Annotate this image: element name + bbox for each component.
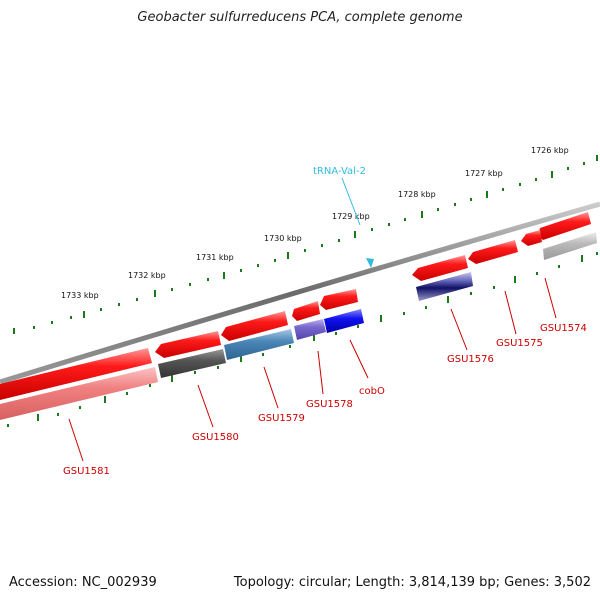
gene-label-gsu1580[interactable]: GSU1580 <box>192 432 239 443</box>
gene-gsu1576-arrow[interactable] <box>412 255 468 281</box>
trna-label: tRNA-Val-2 <box>313 166 366 177</box>
scale-label-1728: 1728 kbp <box>398 190 436 199</box>
inner-scale-ticks <box>7 252 598 427</box>
gene-label-gsu1578[interactable]: GSU1578 <box>306 399 353 410</box>
trna-arrow-icon <box>366 258 374 268</box>
gene-label-gsu1574[interactable]: GSU1574 <box>540 323 587 334</box>
genome-backbone <box>0 201 600 385</box>
scale-label-1730: 1730 kbp <box>264 234 302 243</box>
gene-leader-lines <box>68 277 557 462</box>
gene-gsu1581-bar[interactable] <box>0 367 158 420</box>
gene-label-gsu1581[interactable]: GSU1581 <box>63 466 110 477</box>
gene-label-gsu1576[interactable]: GSU1576 <box>447 354 494 365</box>
gene-gsu1581-upper-arrow[interactable] <box>0 348 152 400</box>
scale-label-1729: 1729 kbp <box>332 212 370 221</box>
gene-label-gsu1575[interactable]: GSU1575 <box>496 338 543 349</box>
scale-label-1732: 1732 kbp <box>128 271 166 280</box>
gene-label-gsu1579[interactable]: GSU1579 <box>258 413 305 424</box>
gene-gsu1576-bar[interactable] <box>416 272 473 301</box>
gene-gsu1574-bar[interactable] <box>543 232 597 260</box>
gene-label-cobO[interactable]: cobO <box>359 386 385 397</box>
gene-gsu1575a-arrow[interactable] <box>521 230 542 246</box>
scale-label-1727: 1727 kbp <box>465 169 503 178</box>
gene-gsu1580-upper-arrow[interactable] <box>155 331 221 358</box>
gene-gsu1574-arrow[interactable] <box>538 212 591 240</box>
trna-feature[interactable]: tRNA-Val-2 <box>313 166 374 268</box>
gene-gsu1575-arrow[interactable] <box>468 240 518 264</box>
gene-row-lower <box>0 232 597 420</box>
gene-gsu1578-upper-arrow[interactable] <box>292 301 320 321</box>
gene-gsu1579-bar[interactable] <box>224 329 294 360</box>
gene-row-upper <box>0 212 591 400</box>
genome-summary-text: Topology: circular; Length: 3,814,139 bp… <box>233 575 591 590</box>
scale-label-1726: 1726 kbp <box>531 146 569 155</box>
accession-text: Accession: NC_002939 <box>9 575 157 590</box>
gene-gsu1578-bar[interactable] <box>294 319 326 340</box>
outer-scale-ticks <box>13 155 598 334</box>
gene-gsu1579-upper-arrow[interactable] <box>221 311 288 341</box>
map-title: Geobacter sulfurreducens PCA, complete g… <box>137 10 463 25</box>
scale-label-1731: 1731 kbp <box>196 253 234 262</box>
gene-gsu1580-bar[interactable] <box>158 349 226 378</box>
gene-cobO-bar[interactable] <box>324 309 364 333</box>
gene-cobO-upper-arrow[interactable] <box>320 289 358 310</box>
scale-label-1733: 1733 kbp <box>61 291 99 300</box>
